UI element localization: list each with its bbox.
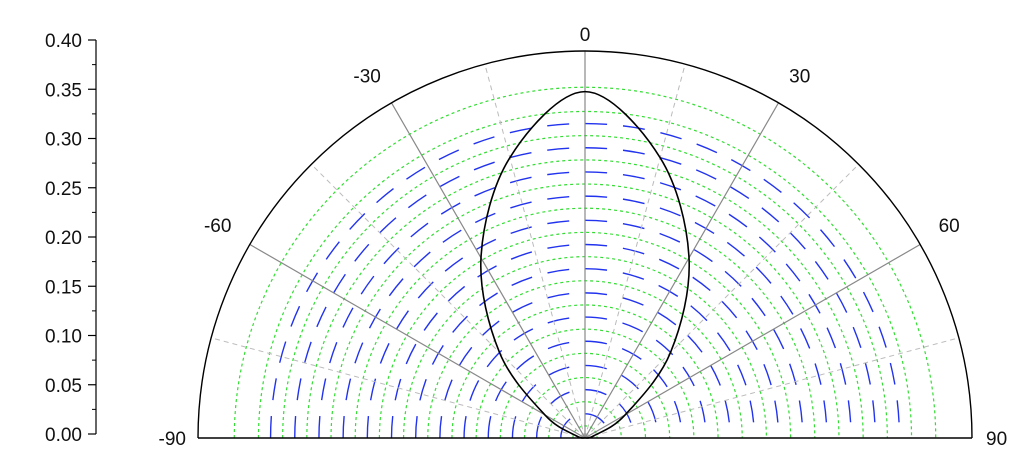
blue-dashed-arc [463,316,707,439]
angle-label: 0 [580,25,591,46]
angle-label: -60 [204,216,231,237]
radial-axis: 0.00 0.05 0.10 0.15 0.20 0.25 0.30 0.35 0.40 [45,31,97,446]
solid-spoke [584,243,921,439]
blue-dashed-arc [269,123,901,439]
blue-dashed-arc [294,147,876,439]
blue-dashed-arc [535,389,635,439]
blue-dashed-arc [414,268,756,439]
radial-tick-label: 0.15 [45,277,82,298]
blue-dashed-arc [318,171,852,439]
outer-arc [197,50,973,439]
radial-tick-label: 0.35 [45,80,82,101]
angle-label: 90 [986,429,1007,449]
data-series [480,90,690,439]
blue-dashed-arc [342,195,828,439]
angle-label: 60 [939,216,960,237]
data-curve [480,90,690,439]
blue-dashed-arc [390,243,780,439]
angular-labels: -90 -60 -30 0 30 60 90 [159,25,1008,449]
radial-tick-label: 0.40 [45,31,82,52]
angle-label: 30 [789,66,810,87]
radial-tick-label: 0.25 [45,179,82,200]
radial-tick-label: 0.00 [45,425,82,446]
blue-dashed-arc [439,292,731,439]
dashed-spoke [310,163,586,439]
dashed-spoke [584,163,860,439]
blue-dashed-grid [269,123,901,439]
angle-label: -30 [353,66,380,87]
solid-spoke [249,243,586,439]
solid-spoke [390,102,586,439]
radial-tick-label: 0.05 [45,376,82,397]
blue-dashed-arc [366,220,804,439]
dashed-spoke [584,337,959,439]
dashed-spoke [484,64,586,439]
blue-dashed-arc [487,340,683,439]
angle-label: -90 [159,429,186,449]
radial-tick-label: 0.20 [45,228,82,249]
dashed-spoke [584,64,686,439]
radial-tick-label: 0.30 [45,130,82,151]
angular-spokes [211,51,959,439]
solid-spoke [584,102,780,439]
radial-tick-label: 0.10 [45,327,82,348]
green-dotted-arc [451,304,719,439]
dashed-spoke [211,337,586,439]
blue-dashed-arc [511,364,659,439]
green-dotted-arc [523,376,647,439]
